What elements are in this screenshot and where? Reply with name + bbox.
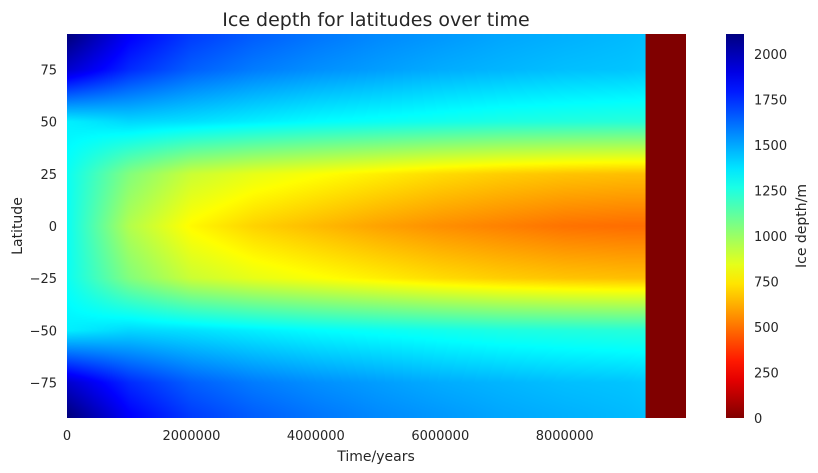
x-tick-label: 4000000 [287,429,345,444]
y-tick-label: 0 [49,220,57,235]
colorbar-tick-label: 1750 [754,94,787,109]
x-tick-label: 2000000 [162,429,220,444]
colorbar-tick-label: 2000 [754,48,787,63]
heatmap-plot-area [67,34,686,418]
y-tick-label: 50 [40,116,57,131]
colorbar-tick-label: 1500 [754,139,787,154]
x-tick-label: 8000000 [536,429,594,444]
chart-title: Ice depth for latitudes over time [222,9,529,31]
y-tick-label: −25 [30,272,57,287]
colorbar-tick-label: 0 [754,412,762,427]
x-axis-label: Time/years [336,449,415,465]
y-axis-ticks: 75 50 25 0 −25 −50 −75 [30,63,57,391]
y-tick-label: 25 [40,168,57,183]
y-tick-label: −75 [30,377,57,392]
colorbar-tick-label: 500 [754,321,779,336]
x-tick-label: 0 [63,429,71,444]
colorbar: 0 250 500 750 1000 1250 1500 1750 2000 Ice depth… [726,34,810,427]
colorbar-tick-label: 750 [754,276,779,291]
colorbar-tick-label: 1250 [754,185,787,200]
colorbar-tick-label: 250 [754,367,779,382]
colorbar-rect [726,34,744,418]
x-axis-ticks: 0 2000000 4000000 6000000 8000000 [63,429,594,444]
x-tick-label: 6000000 [411,429,469,444]
y-tick-label: 75 [40,63,57,78]
ice-free-band [645,34,686,418]
colorbar-ticks: 0 250 500 750 1000 1250 1500 1750 2000 [754,48,787,427]
colorbar-label: Ice depth/m [794,184,810,268]
y-axis-label: Latitude [10,197,26,255]
colorbar-tick-label: 1000 [754,230,787,245]
heatmap-image [67,34,646,418]
y-tick-label: −50 [30,324,57,339]
